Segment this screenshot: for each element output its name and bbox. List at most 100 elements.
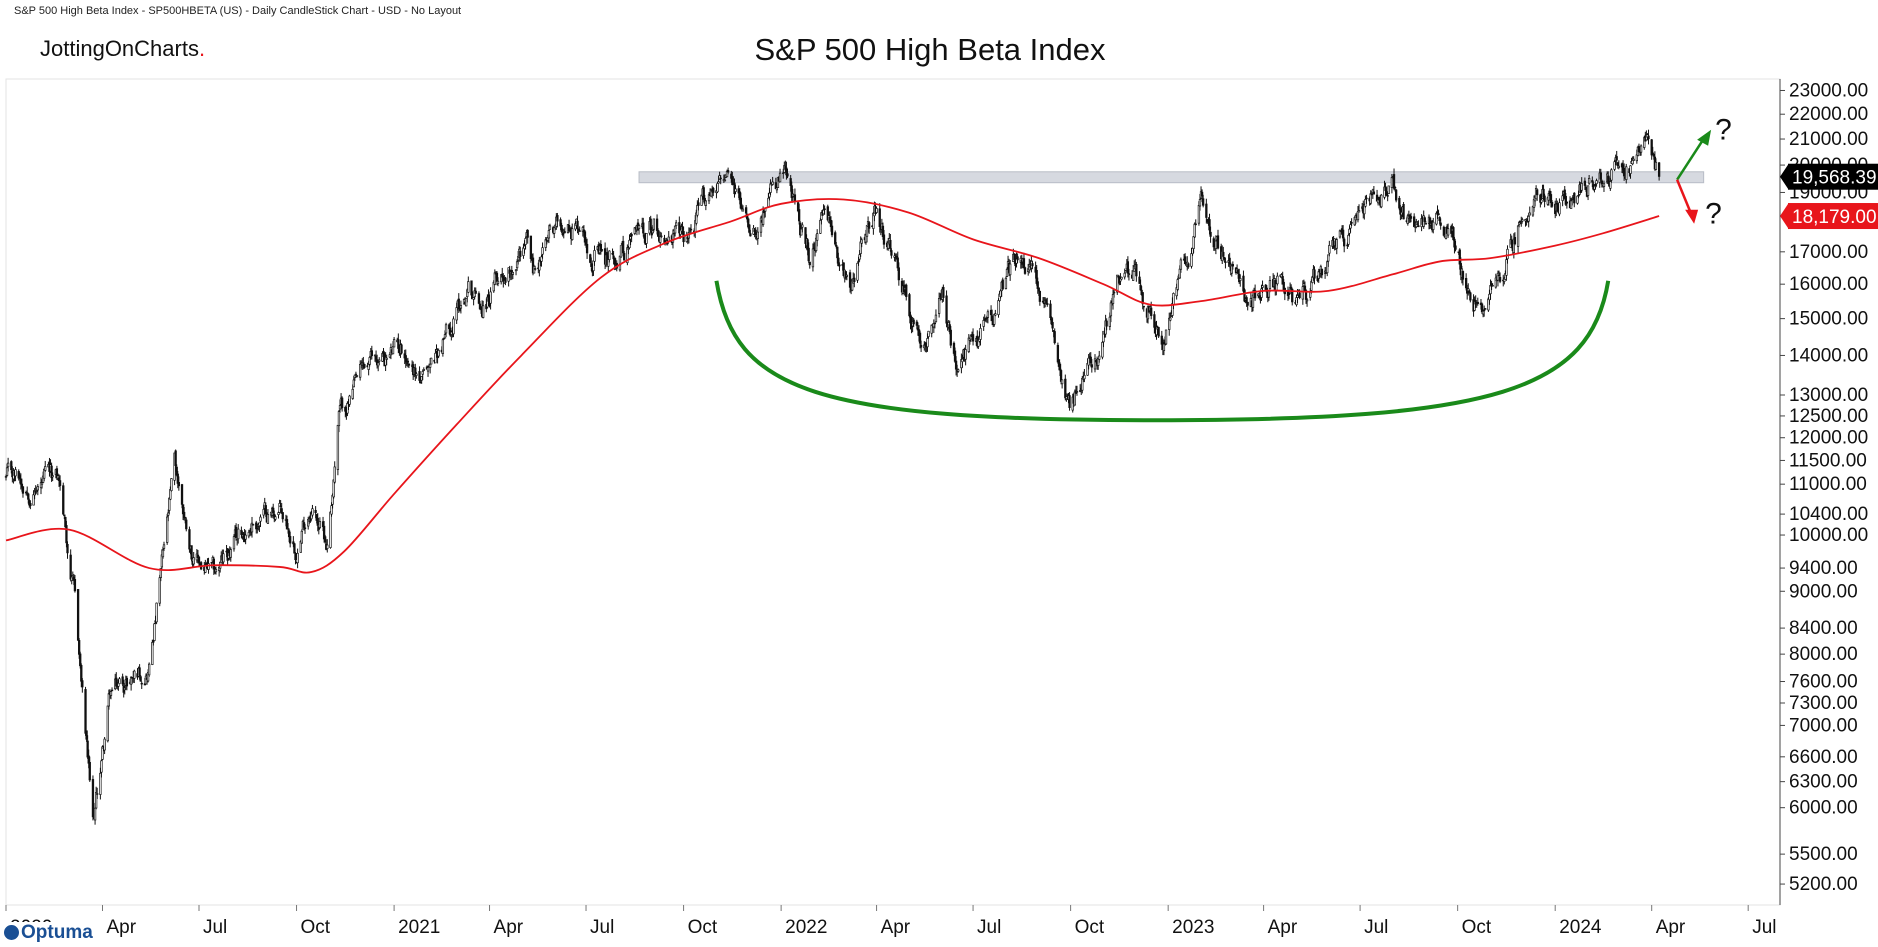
candle-body xyxy=(434,352,437,364)
candle-body xyxy=(1347,234,1350,245)
candle-body xyxy=(1157,327,1160,337)
candle-body xyxy=(278,503,281,513)
candle xyxy=(250,516,254,538)
candle-body xyxy=(756,231,759,239)
candle-body xyxy=(584,239,588,245)
candle-body xyxy=(1387,185,1390,194)
candle-body xyxy=(808,261,811,266)
candle-body xyxy=(673,225,677,234)
candle xyxy=(1654,158,1658,171)
candle xyxy=(585,238,589,259)
candle xyxy=(229,547,232,562)
candle-body xyxy=(355,375,359,377)
candle xyxy=(1023,266,1027,275)
candle-body xyxy=(1458,249,1461,265)
candle-body xyxy=(1124,270,1127,273)
candle-body xyxy=(96,793,99,795)
scenario-up-arrowhead xyxy=(1697,129,1712,146)
candle-body xyxy=(547,230,551,239)
candle xyxy=(1536,188,1539,201)
candle-body xyxy=(982,319,985,327)
candle xyxy=(430,357,433,365)
candle xyxy=(34,485,37,495)
candle-body xyxy=(834,232,837,245)
candle xyxy=(619,245,623,258)
candle-body xyxy=(93,807,97,821)
candle xyxy=(1428,216,1432,229)
candle xyxy=(266,509,270,525)
candle xyxy=(1357,204,1361,213)
candle xyxy=(1305,297,1309,307)
candle xyxy=(139,674,142,682)
candle-body xyxy=(470,280,473,296)
candle-body xyxy=(472,297,475,300)
candle xyxy=(1586,185,1590,201)
candle-body xyxy=(927,330,930,337)
x-tick-label: Apr xyxy=(1656,917,1686,938)
price-tags: 19,568.39 18,179.00 xyxy=(1780,163,1878,230)
candle xyxy=(749,229,752,237)
candle-body xyxy=(210,561,213,564)
candle xyxy=(519,246,522,262)
candle xyxy=(771,176,774,186)
candle xyxy=(285,515,289,530)
candle xyxy=(576,215,579,234)
candle xyxy=(274,514,277,522)
candle-body xyxy=(174,450,177,466)
candle-body xyxy=(1521,219,1524,222)
candle xyxy=(971,328,975,346)
candle xyxy=(1599,168,1602,182)
candle-body xyxy=(78,640,81,655)
candle-body xyxy=(314,509,317,514)
candle xyxy=(1208,213,1211,235)
candle-body xyxy=(1586,185,1590,196)
optuma-logo-icon xyxy=(4,925,19,940)
candle xyxy=(368,355,371,367)
candle xyxy=(838,262,841,271)
candle xyxy=(1442,225,1446,237)
candle-body xyxy=(1155,326,1158,336)
candle-body xyxy=(1202,198,1205,206)
candle-body xyxy=(1162,343,1166,351)
candle xyxy=(911,317,914,333)
candle xyxy=(300,529,303,544)
candle-body xyxy=(1437,213,1440,216)
candle-body xyxy=(532,266,536,274)
candle-body xyxy=(385,357,388,360)
candle-body xyxy=(1613,161,1616,170)
y-tick-label: 7600.00 xyxy=(1789,672,1858,693)
candle-body xyxy=(94,792,98,809)
candle-body xyxy=(858,254,861,260)
candle xyxy=(1068,392,1071,411)
candle-body xyxy=(1439,222,1442,226)
candle-body xyxy=(1558,202,1561,215)
candle-body xyxy=(1583,180,1587,186)
candle xyxy=(630,232,633,243)
candle-body xyxy=(197,556,201,564)
candle-body xyxy=(519,250,522,257)
candle xyxy=(986,309,990,324)
candle-body xyxy=(1543,195,1546,202)
candle-body xyxy=(541,247,544,255)
candle-body xyxy=(430,357,433,365)
candle xyxy=(845,274,849,281)
candle-body xyxy=(1346,244,1349,247)
candle xyxy=(29,500,32,510)
candle-body xyxy=(167,512,170,516)
candle xyxy=(1127,268,1131,281)
candle-body xyxy=(441,339,445,354)
candle xyxy=(296,548,299,569)
candle-body xyxy=(106,705,109,742)
candle-body xyxy=(377,362,380,367)
candle-body xyxy=(1058,363,1062,371)
candle-body xyxy=(578,230,581,232)
candle-body xyxy=(1496,272,1500,281)
candle-body xyxy=(258,522,261,527)
candle-body xyxy=(1476,301,1479,304)
candle-body xyxy=(1464,277,1468,289)
candle xyxy=(1105,318,1108,331)
candle-body xyxy=(1214,240,1218,249)
candle-body xyxy=(4,476,8,478)
candle xyxy=(853,273,856,288)
